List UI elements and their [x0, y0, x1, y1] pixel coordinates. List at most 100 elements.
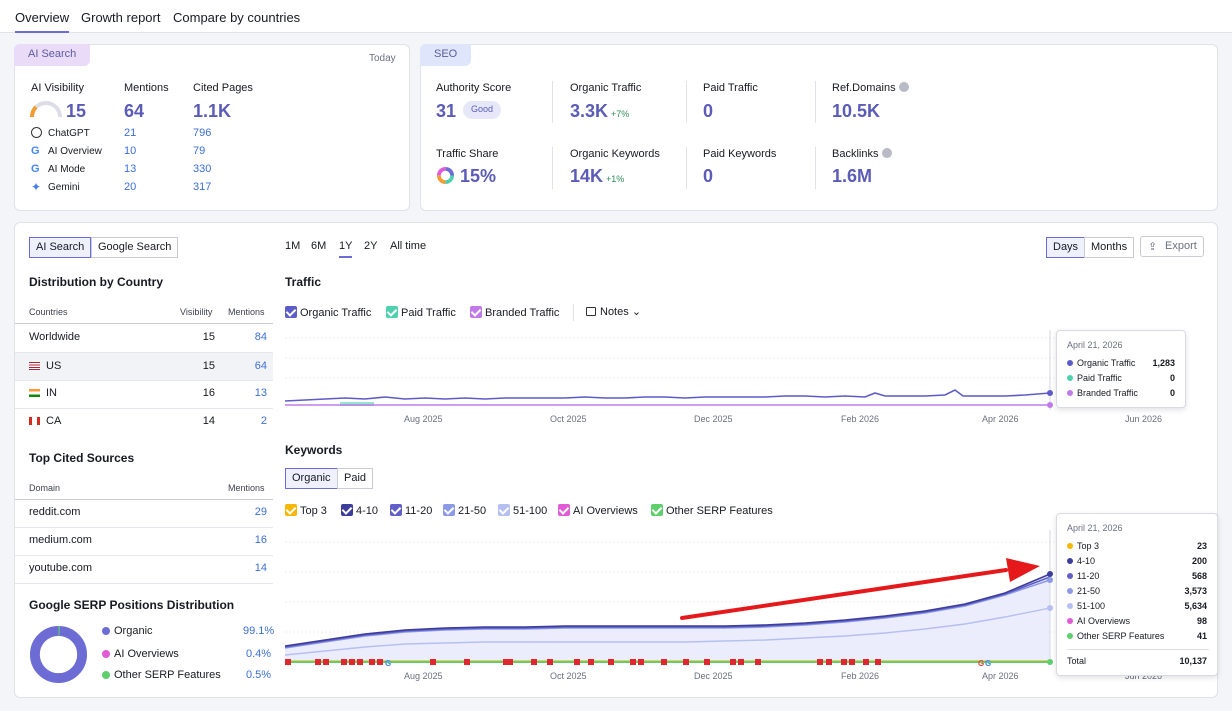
google-marker-icon: G: [385, 659, 391, 668]
engine-mentions-gemini[interactable]: 20: [124, 181, 137, 193]
engine-cited-ai-mode[interactable]: 330: [193, 163, 212, 175]
hover-point: [1047, 605, 1053, 611]
checkbox-icon: [285, 504, 297, 516]
granularity-days[interactable]: Days: [1046, 237, 1086, 258]
chatgpt-icon: [31, 127, 42, 138]
hover-point: [1047, 659, 1053, 665]
organic-traffic-line: [285, 389, 1051, 402]
country-mentions[interactable]: 13: [254, 387, 267, 399]
checkbox-icon: [470, 306, 482, 318]
mentions-label: Mentions: [124, 82, 169, 94]
keywords-tooltip: April 21, 2026 Top 3 23 4-10 200 11-20 568 …: [1056, 513, 1218, 676]
organic-keywords-delta: +1%: [606, 174, 625, 184]
source-domain: medium.com: [29, 534, 92, 546]
divider: [552, 147, 553, 189]
toggle-paid[interactable]: Paid: [337, 468, 374, 489]
series-21-50-line: [285, 579, 1051, 649]
tooltip-date: April 21, 2026: [1067, 340, 1123, 350]
period-6m[interactable]: 6M: [311, 240, 327, 252]
notes-dropdown[interactable]: Notes ⌄: [586, 305, 641, 318]
checkbox-icon: [341, 504, 353, 516]
source-mentions[interactable]: 16: [254, 534, 267, 546]
ca-flag-icon: [29, 417, 40, 425]
country-mentions[interactable]: 2: [260, 415, 267, 427]
checkbox-icon: [386, 306, 398, 318]
legend-11-20[interactable]: 11-20: [390, 504, 432, 517]
checkbox-icon: [390, 504, 402, 516]
engine-mentions-chatgpt[interactable]: 21: [124, 127, 137, 139]
engine-cited-gemini[interactable]: 317: [193, 181, 212, 193]
engine-mentions-ai-overview[interactable]: 10: [124, 145, 137, 157]
granularity-months[interactable]: Months: [1084, 237, 1135, 258]
engine-cited-chatgpt[interactable]: 796: [193, 127, 212, 139]
mentions-value[interactable]: 64: [124, 101, 145, 121]
toggle-organic[interactable]: Organic: [285, 468, 338, 489]
tab-compare-by-countries[interactable]: Compare by countries: [173, 10, 301, 25]
refdomains-value[interactable]: 10.5K: [832, 101, 881, 121]
table-row[interactable]: IN 16 13: [15, 381, 273, 408]
traffic-line-chart[interactable]: [285, 330, 1075, 412]
authority-score-value: 31: [436, 101, 457, 121]
list-item[interactable]: youtube.com 14: [15, 556, 273, 583]
legend-ai-overviews[interactable]: AI Overviews: [558, 504, 638, 517]
country-mentions[interactable]: 84: [254, 331, 267, 343]
gemini-icon: ✦: [31, 180, 42, 194]
toggle-google-search[interactable]: Google Search: [91, 237, 179, 258]
tab-overview[interactable]: Overview: [15, 10, 70, 33]
traffic-tooltip: April 21, 2026 Organic Traffic 1,283 Paid…: [1056, 330, 1186, 408]
serp-distribution-title: Google SERP Positions Distribution: [29, 598, 235, 612]
ai-visibility-label: AI Visibility: [31, 82, 84, 94]
paid-keywords-value[interactable]: 0: [703, 166, 714, 186]
legend-4-10[interactable]: 4-10: [341, 504, 378, 517]
backlinks-value[interactable]: 1.6M: [832, 166, 873, 186]
tooltip-row: 11-20 568: [1067, 571, 1207, 581]
info-icon: [898, 82, 909, 92]
ai-search-tag: AI Search: [14, 44, 91, 66]
legend-paid-traffic[interactable]: Paid Traffic: [386, 306, 456, 319]
tab-growth-report[interactable]: Growth report: [81, 10, 161, 25]
divider: [686, 81, 687, 123]
organic-keywords-value[interactable]: 14K +1%: [570, 166, 625, 186]
keywords-x-label: Aug 2025: [404, 671, 443, 681]
source-mentions[interactable]: 14: [254, 562, 267, 574]
period-2y[interactable]: 2Y: [364, 240, 378, 252]
serp-value-organic[interactable]: 99.1%: [243, 625, 275, 637]
period-all-time[interactable]: All time: [390, 240, 427, 252]
engine-cited-ai-overview[interactable]: 79: [193, 145, 206, 157]
serp-value-ai-overviews[interactable]: 0.4%: [246, 648, 272, 660]
period-1y[interactable]: 1Y: [339, 240, 353, 258]
keywords-area-chart[interactable]: G G G: [285, 530, 1075, 670]
serp-value-other[interactable]: 0.5%: [246, 669, 272, 681]
toggle-ai-search[interactable]: AI Search: [29, 237, 92, 258]
table-row[interactable]: CA 14 2: [15, 409, 273, 436]
cited-pages-value[interactable]: 1.1K: [193, 101, 232, 121]
source-mentions[interactable]: 29: [254, 506, 267, 518]
country-name: US: [46, 360, 62, 372]
serp-donut-chart: [29, 625, 88, 684]
table-row[interactable]: Worldwide 15 84: [15, 324, 273, 352]
country-mentions[interactable]: 64: [254, 360, 267, 372]
organic-traffic-value[interactable]: 3.3K +7%: [570, 101, 630, 121]
checkbox-icon: [443, 504, 455, 516]
paid-traffic-value[interactable]: 0: [703, 101, 714, 121]
period-1m[interactable]: 1M: [285, 240, 301, 252]
legend-21-50[interactable]: 21-50: [443, 504, 486, 517]
series-51-100-line: [285, 607, 1051, 656]
keywords-title: Keywords: [285, 443, 343, 457]
tooltip-total: Total 10,137: [1067, 656, 1207, 666]
engine-mentions-ai-mode[interactable]: 13: [124, 163, 137, 175]
organic-traffic-delta: +7%: [611, 109, 630, 119]
table-row[interactable]: US 15 64: [15, 353, 273, 380]
ai-search-card: AI Search Today AI Visibility Mentions C…: [14, 44, 410, 211]
country-visibility: 15: [202, 360, 215, 372]
list-item[interactable]: medium.com 16: [15, 528, 273, 555]
country-name: Worldwide: [29, 331, 81, 343]
ai-overview-markers: [285, 659, 881, 665]
export-button[interactable]: ⇪ Export: [1140, 236, 1204, 257]
list-item[interactable]: reddit.com 29: [15, 500, 273, 527]
legend-top-3[interactable]: Top 3: [285, 504, 327, 517]
legend-other-serp[interactable]: Other SERP Features: [651, 504, 773, 517]
legend-branded-traffic[interactable]: Branded Traffic: [470, 306, 559, 319]
legend-51-100[interactable]: 51-100: [498, 504, 547, 517]
legend-organic-traffic[interactable]: Organic Traffic: [285, 306, 371, 319]
